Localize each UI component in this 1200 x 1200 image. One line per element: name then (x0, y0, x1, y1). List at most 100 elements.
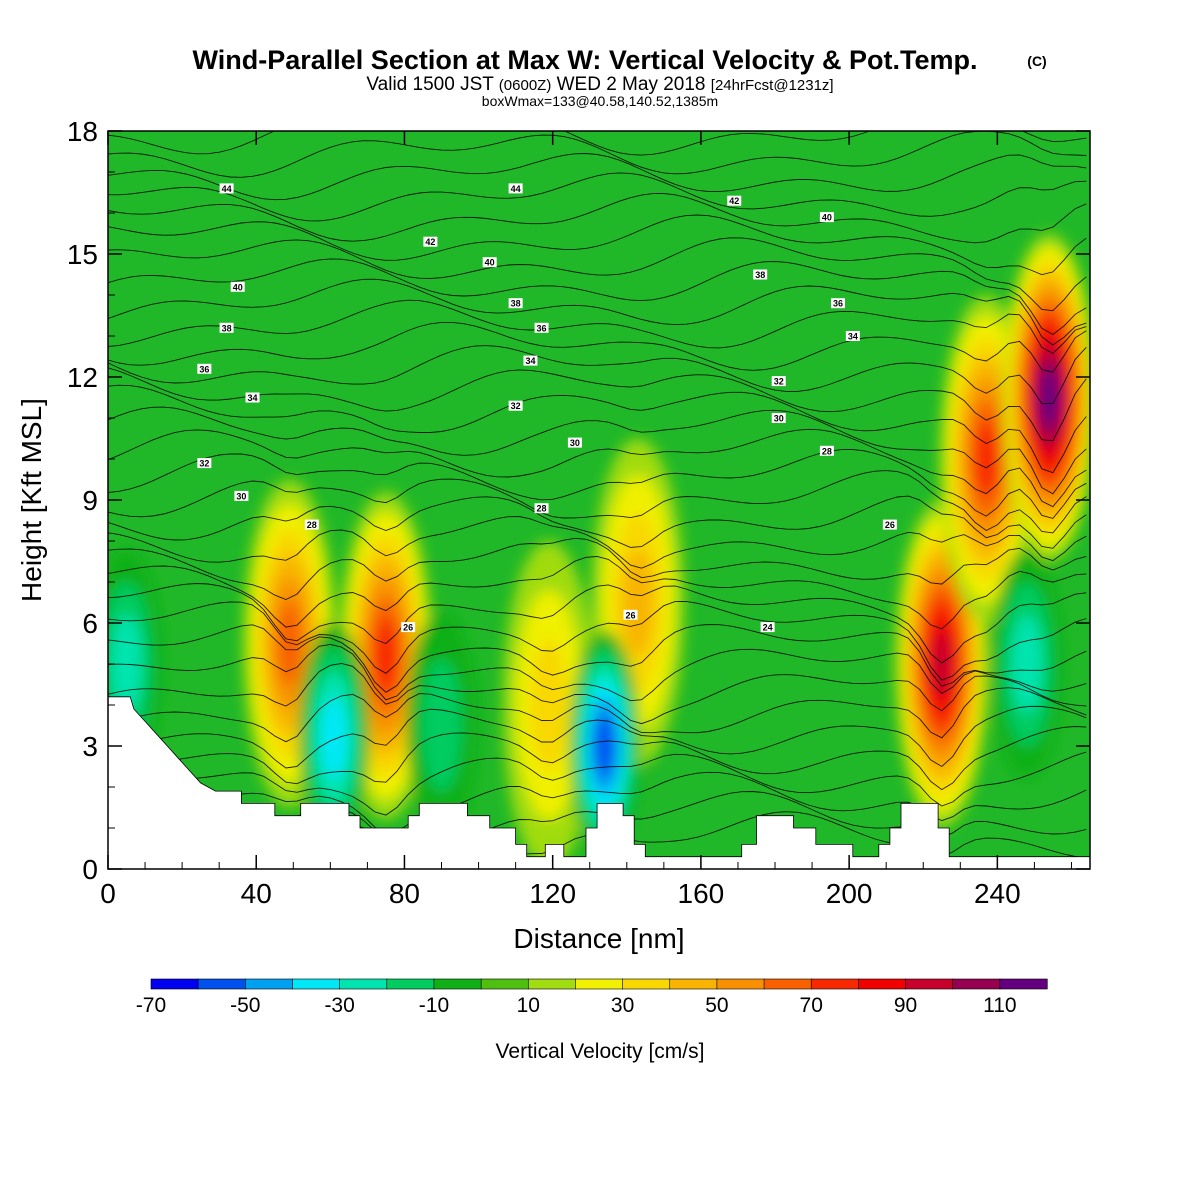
chart-subtitle: Valid 1500 JST (0600Z) WED 2 May 2018 [2… (366, 74, 833, 95)
theta-label-bg (845, 331, 860, 341)
theta-label: 44 (508, 183, 523, 194)
colorbar-tick-label: 30 (611, 994, 634, 1017)
theta-label-text: 34 (248, 393, 258, 403)
theta-label-bg (508, 298, 523, 309)
theta-label-bg (882, 519, 897, 530)
colorbar-swatch (952, 978, 1001, 990)
theta-contour-line (108, 345, 1087, 405)
y-tick-label: 9 (82, 485, 98, 516)
w-core-level (594, 713, 616, 779)
theta-label-text: 26 (403, 623, 413, 633)
w-core-11 (406, 610, 477, 841)
x-tick-label: 240 (974, 878, 1021, 909)
theta-label-text: 34 (525, 356, 535, 366)
theta-label-text: 40 (233, 282, 243, 292)
theta-label: 40 (819, 212, 834, 223)
colorbar-swatch (339, 978, 388, 990)
theta-label: 40 (230, 281, 245, 292)
theta-contour-line (108, 214, 1087, 276)
theta-label-bg (831, 298, 846, 309)
theta-label: 44 (219, 183, 234, 194)
x-tick-label: 200 (826, 878, 873, 909)
w-core-level (529, 639, 569, 771)
theta-label: 32 (771, 376, 786, 387)
theta-label: 24 (760, 622, 775, 633)
theta-label: 36 (534, 322, 549, 333)
theta-label-text: 38 (222, 323, 232, 333)
theta-label-text: 30 (236, 491, 246, 501)
colorbar-swatch (480, 978, 529, 990)
theta-label-bg (482, 257, 497, 268)
theta-label-bg (753, 269, 768, 280)
theta-label-text: 42 (729, 196, 739, 206)
w-core-level (374, 618, 398, 694)
theta-label: 28 (534, 503, 549, 514)
theta-label-bg (771, 413, 786, 423)
theta-label-bg (819, 212, 834, 223)
theta-label-bg (304, 519, 319, 530)
theta-label: 30 (567, 437, 582, 448)
box-info: boxWmax=133@40.58,140.52,1385m (482, 93, 718, 109)
theta-label-bg (771, 376, 786, 387)
w-core-level (1039, 367, 1059, 428)
theta-label-text: 26 (625, 610, 635, 620)
theta-label: 34 (245, 392, 260, 403)
theta-label-bg (623, 609, 638, 620)
theta-contour-line (108, 384, 1087, 474)
theta-label-text: 36 (199, 364, 209, 374)
theta-contour-line (108, 600, 1087, 681)
colorbar-swatch (622, 978, 671, 990)
theta-label: 30 (234, 490, 249, 501)
theta-label-text: 24 (763, 623, 773, 633)
title-block: Wind-Parallel Section at Max W: Vertical… (193, 45, 1047, 109)
theta-contour-line (108, 687, 1087, 743)
theta-contour-line (108, 172, 1087, 222)
theta-contour-line (108, 299, 1087, 355)
colorbar: -70 -50 -30 -10 10 30 50 70 90 110 (136, 978, 1048, 1017)
theta-label: 34 (523, 355, 538, 366)
colorbar-swatch (150, 978, 199, 990)
theta-label-bg (508, 183, 523, 194)
colorbar-tick-label: 50 (705, 994, 728, 1017)
theta-label-bg (760, 622, 775, 633)
colorbar-swatch (858, 978, 907, 990)
theta-label-text: 26 (885, 520, 895, 530)
theta-contour-line (108, 556, 1087, 630)
theta-contour-line (108, 258, 1087, 336)
y-tick-label: 15 (67, 239, 98, 270)
theta-label-bg (423, 236, 438, 247)
terrain-profile (108, 696, 1090, 869)
colorbar-tick-label: -70 (136, 994, 166, 1017)
theta-contour-line (108, 278, 1087, 346)
theta-label-text: 44 (511, 184, 521, 194)
theta-label-bg (219, 322, 234, 333)
theta-label: 42 (423, 236, 438, 247)
theta-label-text: 32 (199, 459, 209, 469)
theta-label-bg (523, 355, 538, 366)
theta-label: 40 (482, 257, 497, 268)
theta-contour-line (108, 643, 1087, 702)
theta-label-text: 44 (222, 184, 232, 194)
valid-time: Valid 1500 JST (366, 74, 494, 95)
theta-label-bg (230, 281, 245, 292)
w-core-level (421, 659, 462, 792)
w-core-level (974, 421, 998, 497)
theta-label-text: 30 (774, 414, 784, 424)
colorbar-swatch (999, 978, 1048, 990)
theta-contour-line (108, 726, 1087, 791)
theta-contour-line (108, 537, 1087, 600)
colorbar-swatch (386, 978, 435, 990)
theta-label: 36 (831, 298, 846, 309)
theta-label-text: 36 (537, 323, 547, 333)
x-tick-label: 120 (529, 878, 576, 909)
theta-label-text: 32 (511, 401, 521, 411)
theta-label-bg (534, 322, 549, 333)
terrain-mask (108, 696, 1090, 869)
theta-label-bg (727, 195, 742, 206)
y-tick-label: 18 (67, 116, 98, 147)
theta-label-text: 34 (848, 332, 858, 342)
chart-title-tag: (C) (1027, 53, 1046, 69)
theta-label: 26 (623, 609, 638, 620)
